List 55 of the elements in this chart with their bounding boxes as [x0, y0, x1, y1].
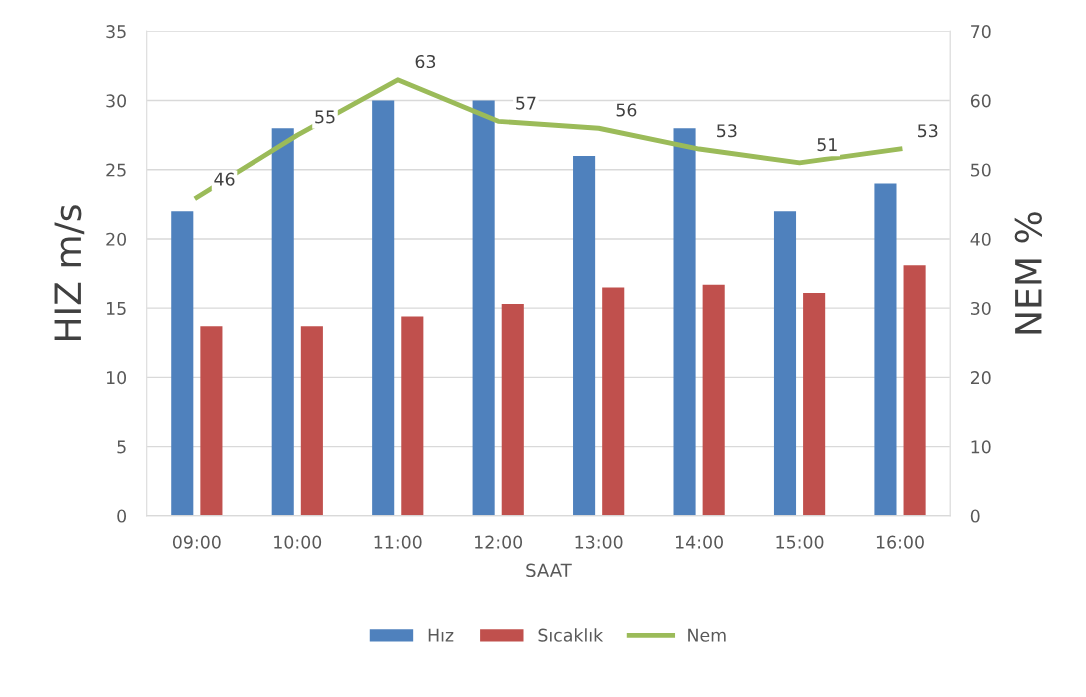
bar	[602, 287, 625, 516]
bar	[472, 100, 495, 516]
bar	[401, 316, 424, 516]
y-tick-label: 25	[106, 163, 126, 177]
y-tick-label: 35	[106, 25, 126, 39]
y2-tick-label: 0	[970, 509, 980, 523]
data-label: 53	[717, 124, 737, 138]
y2-tick-label: 60	[970, 94, 991, 108]
data-label: 63	[415, 54, 436, 69]
data-label: 46	[214, 172, 235, 186]
bar	[903, 265, 926, 516]
bar	[803, 292, 826, 516]
bar	[271, 128, 294, 516]
x-tick-label: 14:00	[676, 535, 723, 549]
y-tick-label: 20	[106, 232, 127, 246]
bar	[300, 326, 323, 516]
x-axis-title: SAAT	[526, 563, 572, 578]
y-tick-label: 15	[106, 302, 126, 316]
bar	[673, 128, 696, 516]
line-series	[194, 77, 903, 200]
data-label: 56	[616, 103, 637, 117]
x-tick-label: 09:00	[172, 535, 221, 549]
data-label: 51	[817, 138, 837, 152]
bar	[200, 326, 223, 516]
bar	[702, 284, 725, 516]
bar	[773, 211, 797, 516]
y2-tick-label: 70	[971, 25, 991, 39]
x-tick-label: 10:00	[274, 535, 322, 549]
x-tick-label: 16:00	[876, 535, 924, 549]
legend-label: Hız	[428, 628, 454, 642]
bar	[501, 304, 524, 516]
legend-label: Sıcaklık	[538, 628, 604, 642]
y2-axis-title: NEM %	[1014, 212, 1042, 334]
legend-label: Nem	[688, 628, 726, 642]
bar	[372, 100, 395, 516]
y2-tick-label: 10	[971, 440, 991, 454]
x-tick-label: 12:00	[475, 535, 523, 549]
y2-tick-label: 30	[971, 301, 991, 316]
x-tick-label: 13:00	[575, 535, 623, 549]
y2-tick-label: 20	[970, 371, 991, 385]
data-label: 55	[315, 110, 335, 124]
y-tick-label: 10	[106, 371, 127, 385]
bar	[573, 155, 596, 516]
y-axis-title: HIZ m/s	[54, 205, 85, 341]
y-tick-label: 0	[117, 509, 127, 523]
bar	[874, 183, 897, 516]
y2-tick-label: 50	[971, 163, 991, 177]
data-label: 57	[516, 96, 536, 110]
data-label: 53	[918, 124, 938, 138]
x-tick-label: 15:00	[776, 535, 824, 549]
y-tick-label: 30	[106, 94, 127, 108]
y-tick-label: 5	[117, 440, 126, 454]
bar	[171, 211, 194, 516]
x-tick-label: 11:00	[374, 535, 422, 549]
y2-tick-label: 40	[970, 232, 991, 246]
